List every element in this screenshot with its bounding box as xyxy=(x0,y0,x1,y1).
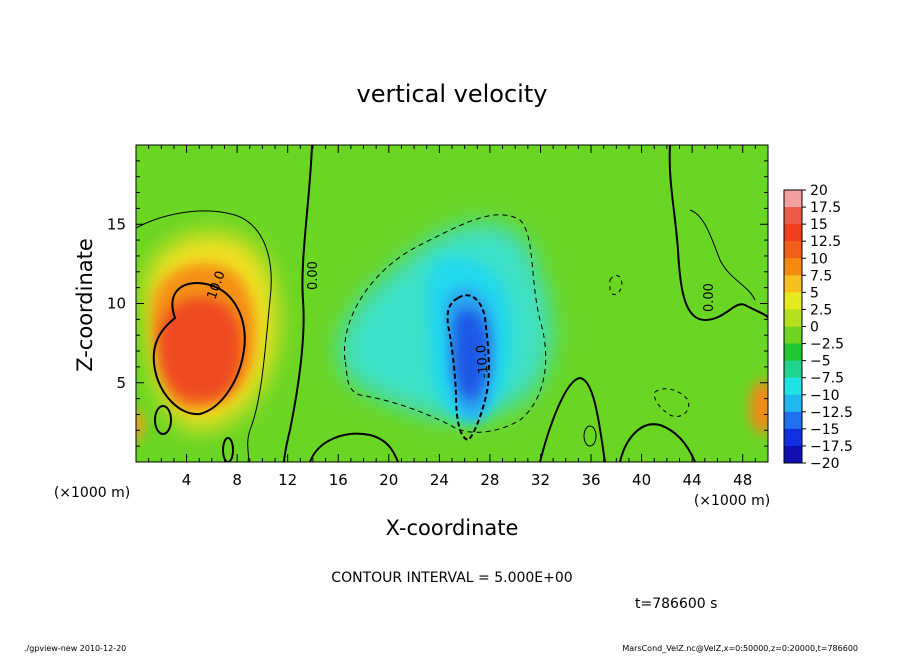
colorbar-label: −15 xyxy=(810,422,840,438)
contour-label-3: -10.0 xyxy=(474,344,492,379)
x-unit-right: (×1000 m) xyxy=(694,493,770,509)
colorbar-label: −5 xyxy=(810,354,831,370)
contour-0-bottom-2 xyxy=(539,376,606,462)
footer-left: ./gpview-new 2010-12-20 xyxy=(24,644,126,653)
colorbar-label: −10 xyxy=(810,388,840,404)
colorbar-swatch xyxy=(784,343,802,362)
colorbar-label: 2.5 xyxy=(810,302,832,318)
colorbar-label: 0 xyxy=(810,320,819,336)
x-tick-label: 40 xyxy=(632,471,651,489)
contour-interval-text: CONTOUR INTERVAL = 5.000E+00 xyxy=(331,570,572,586)
contour-neg5-outer xyxy=(343,214,547,433)
updraft-core xyxy=(159,298,242,401)
contour-0-right xyxy=(668,145,768,322)
colorbar-swatch xyxy=(784,411,802,430)
downdraft-core xyxy=(453,309,489,400)
colorbar-swatch xyxy=(784,292,802,310)
contour-neg5-right xyxy=(653,388,690,417)
contour-small-3 xyxy=(222,437,234,462)
x-tick-label: 48 xyxy=(733,471,752,489)
colorbar-label: −7.5 xyxy=(810,371,844,387)
colorbar-label: 5 xyxy=(810,285,819,301)
colorbar-swatch xyxy=(784,445,802,464)
x-tick-marks xyxy=(148,145,756,462)
plot-area: 10.0 0.00 -10.0 0.00 xyxy=(135,144,769,463)
colorbar-label: 12.5 xyxy=(810,234,841,250)
x-unit-left: (×1000 m) xyxy=(54,485,130,501)
contour-small-1 xyxy=(583,425,597,447)
x-tick-label: 32 xyxy=(531,471,550,489)
y-tick-labels: 5 10 15 xyxy=(107,215,126,392)
colorbar-swatch xyxy=(784,309,802,327)
time-text: t=786600 s xyxy=(635,596,717,612)
left-edge-spot xyxy=(136,409,144,441)
colorbar-swatch xyxy=(784,326,802,345)
x-tick-label: 12 xyxy=(278,471,297,489)
x-tick-label: 28 xyxy=(480,471,499,489)
colorbar-swatch xyxy=(784,377,802,396)
contour-0-left-upper xyxy=(136,210,272,462)
contour-0-right-thin xyxy=(689,209,756,301)
colorbar-label: −12.5 xyxy=(810,405,853,421)
y-tick-label: 5 xyxy=(116,374,126,392)
y-tick-label: 15 xyxy=(107,215,126,233)
colorbar-label: −17.5 xyxy=(810,439,853,455)
right-updraft xyxy=(749,380,768,434)
contour-10-left xyxy=(152,282,246,416)
y-tick-label: 10 xyxy=(107,295,126,313)
color-field: 10.0 0.00 -10.0 0.00 xyxy=(136,145,768,462)
colorbar-label: 20 xyxy=(810,183,828,199)
chart-title: vertical velocity xyxy=(357,80,548,108)
contour-neg10 xyxy=(446,294,490,442)
colorbar-label: 15 xyxy=(810,217,828,233)
x-tick-label: 20 xyxy=(379,471,398,489)
contour-0-left xyxy=(283,145,313,462)
colorbar-swatch xyxy=(784,258,802,276)
x-tick-label: 16 xyxy=(329,471,348,489)
colorbar-label: −2.5 xyxy=(810,337,844,353)
contour-0-bottom-3 xyxy=(619,423,696,462)
colorbar-swatch xyxy=(784,190,802,208)
x-tick-label: 4 xyxy=(182,471,192,489)
x-tick-label: 44 xyxy=(683,471,702,489)
colorbar-swatch xyxy=(784,428,802,447)
colorbar-label: 7.5 xyxy=(810,268,832,284)
colorbar-swatch xyxy=(784,207,802,225)
colorbar-swatch xyxy=(784,360,802,379)
y-tick-marks xyxy=(136,160,768,447)
y-axis-label: Z-coordinate xyxy=(73,238,97,372)
footer-right: MarsCond_VelZ.nc@VelZ,x=0:50000,z=0:2000… xyxy=(622,644,858,653)
contour-label-4: 0.00 xyxy=(702,283,717,312)
contour-label-2: 0.00 xyxy=(306,261,321,290)
contour-0-bottom-1 xyxy=(309,432,399,462)
x-tick-label: 24 xyxy=(430,471,449,489)
colorbar-swatch xyxy=(784,241,802,259)
x-tick-label: 8 xyxy=(232,471,242,489)
colorbar-swatch xyxy=(784,275,802,293)
colorbar-label: 10 xyxy=(810,251,828,267)
x-tick-labels: 4 8 12 16 20 24 28 32 36 40 44 48 xyxy=(182,471,752,489)
colorbar-label: −20 xyxy=(810,456,840,472)
x-axis-label: X-coordinate xyxy=(386,516,519,540)
colorbar-label: 17.5 xyxy=(810,200,841,216)
contour-small-2 xyxy=(154,405,172,435)
colorbar-swatch xyxy=(784,394,802,413)
colorbar-swatch xyxy=(784,224,802,242)
x-tick-label: 36 xyxy=(581,471,600,489)
